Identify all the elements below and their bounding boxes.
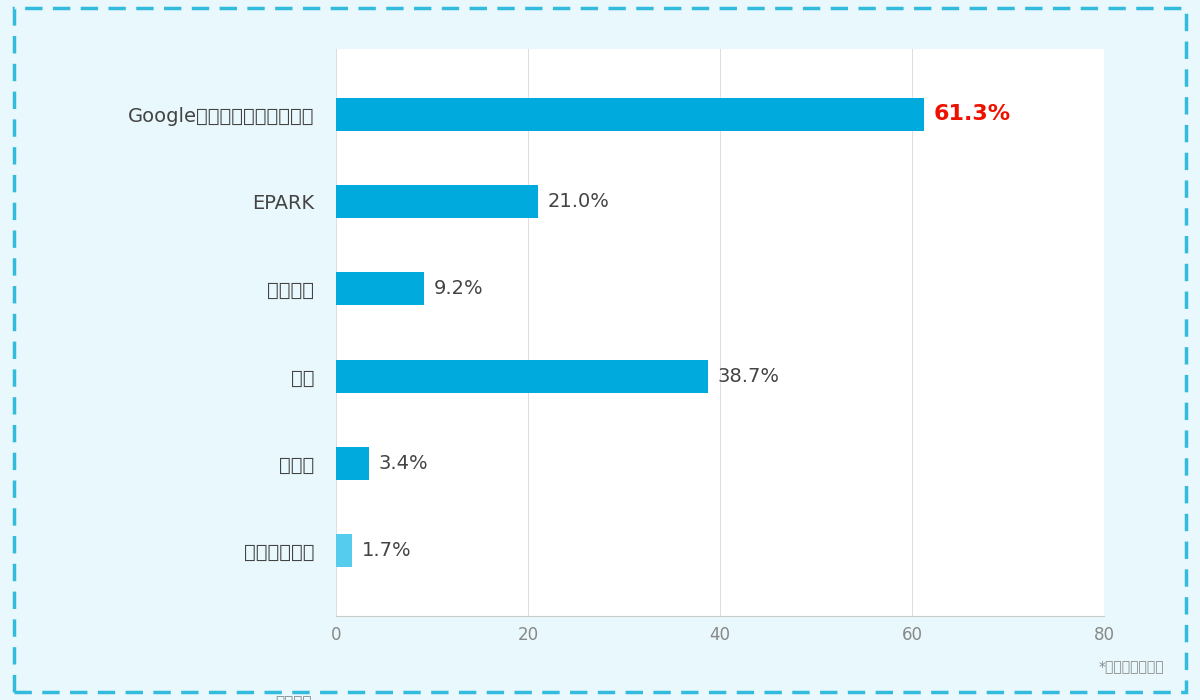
Bar: [336, 447, 368, 480]
Text: 回答票数: 回答票数: [276, 695, 312, 700]
Text: *歯科タウン調べ: *歯科タウン調べ: [1098, 659, 1164, 673]
Bar: [336, 534, 353, 567]
Text: 3.4%: 3.4%: [378, 454, 428, 473]
Bar: [336, 360, 708, 393]
Text: 38.7%: 38.7%: [718, 367, 779, 386]
Bar: [336, 272, 425, 305]
Text: 21.0%: 21.0%: [547, 193, 610, 211]
Text: 61.3%: 61.3%: [934, 104, 1012, 125]
Bar: [336, 185, 538, 218]
Text: 1.7%: 1.7%: [362, 541, 412, 560]
Bar: [336, 98, 924, 131]
Text: 9.2%: 9.2%: [434, 279, 484, 298]
